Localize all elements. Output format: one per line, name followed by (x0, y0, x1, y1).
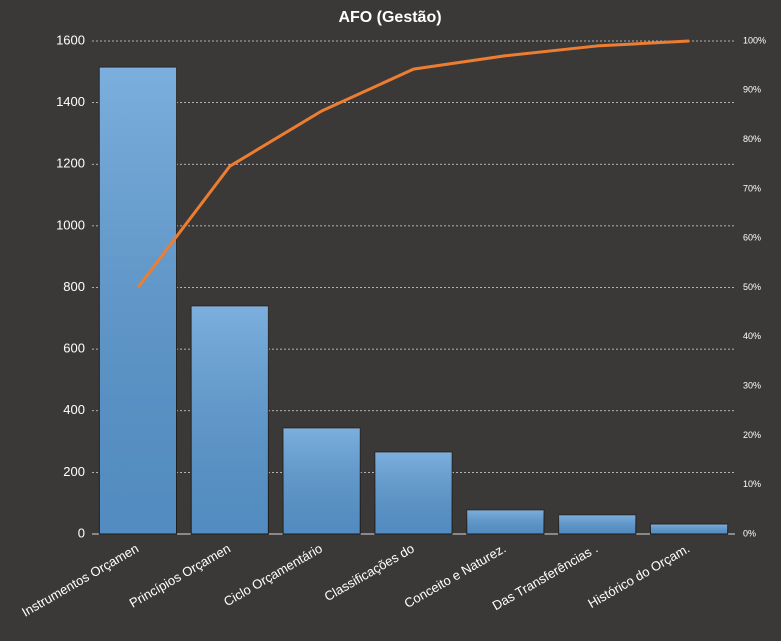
y-tick-label: 1600 (56, 32, 85, 47)
y-tick-label: 1000 (56, 217, 85, 232)
y2-tick-label: 100% (743, 35, 766, 45)
y2-tick-label: 40% (743, 331, 761, 341)
y2-tick-label: 70% (743, 183, 761, 193)
y2-tick-label: 60% (743, 233, 761, 243)
bar-shade (650, 524, 728, 534)
y-tick-label: 1400 (56, 94, 85, 109)
y2-tick-label: 80% (743, 134, 761, 144)
y-tick-label: 200 (63, 464, 85, 479)
bar-shade (283, 428, 361, 534)
bar-shade (558, 514, 636, 534)
bar-shade (99, 67, 177, 535)
bar-shade (374, 452, 453, 534)
chart-title: AFO (Gestão) (338, 9, 441, 26)
y2-tick-label: 30% (743, 380, 761, 390)
y-tick-label: 800 (63, 279, 85, 294)
bar-shade (191, 305, 269, 534)
y-tick-label: 400 (63, 402, 85, 417)
y2-tick-label: 10% (743, 479, 761, 489)
y2-tick-label: 20% (743, 430, 761, 440)
line (136, 39, 690, 289)
y-tick-label: 0 (78, 525, 85, 540)
y-tick-label: 1200 (56, 156, 85, 171)
y2-tick-label: 90% (743, 85, 761, 95)
y2-tick-label: 0% (743, 528, 756, 538)
y-tick-label: 600 (63, 341, 85, 356)
y2-tick-label: 50% (743, 282, 761, 292)
bar-shade (466, 509, 544, 534)
